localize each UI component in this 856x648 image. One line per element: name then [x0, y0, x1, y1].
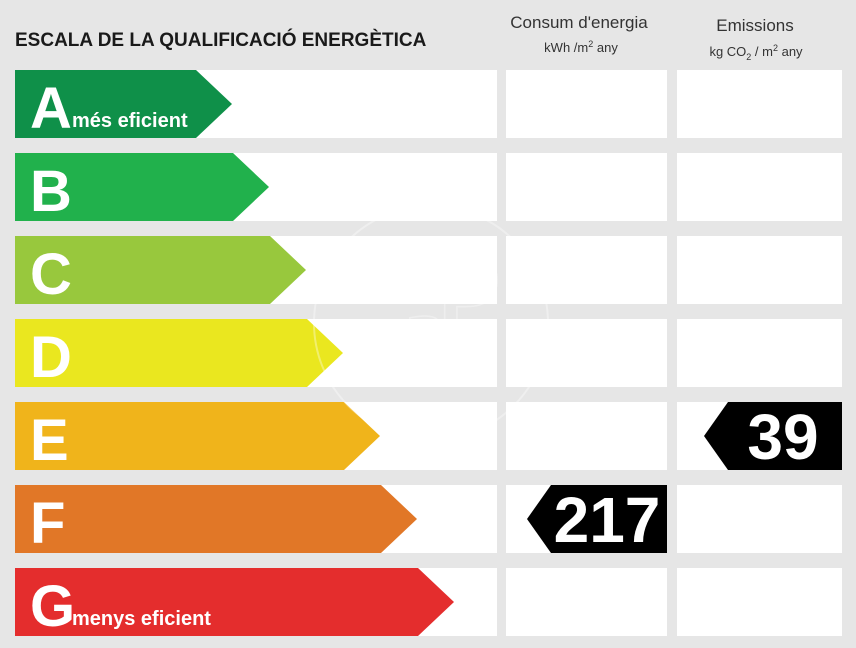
emissions-unit-prefix: kg CO [709, 44, 746, 59]
row-a-consumption-cell [506, 70, 667, 138]
rating-bar-e [15, 402, 380, 470]
row-e-consumption-cell [506, 402, 667, 470]
rating-bar-c [15, 236, 306, 304]
watermark-logo: a P [313, 205, 549, 441]
svg-text:a: a [400, 270, 449, 392]
emissions-unit-sub: 2 [746, 52, 751, 62]
row-b-emissions-cell [677, 153, 842, 221]
row-a-emissions-cell [677, 70, 842, 138]
row-g-consumption-cell [506, 568, 667, 636]
consumption-header: Consum d'energia [510, 13, 648, 32]
svg-text:P: P [430, 225, 502, 369]
emissions-value: 39 [747, 401, 818, 473]
rating-letter-e: E [30, 408, 69, 473]
consumption-value: 217 [554, 484, 661, 556]
row-f-emissions-cell [677, 485, 842, 553]
consumption-marker [527, 485, 667, 553]
emissions-unit-sup: 2 [773, 43, 778, 53]
rating-letter-a: A [30, 76, 72, 141]
emissions-header: Emissions [716, 16, 793, 35]
emissions-unit-suffix: any [778, 44, 803, 59]
rating-letter-b: B [30, 159, 72, 224]
consumption-unit-suffix: any [593, 40, 618, 55]
rating-bar-a [15, 70, 232, 138]
rating-letter-c: C [30, 242, 72, 307]
consumption-unit: kWh /m2 any [544, 39, 618, 55]
row-b-consumption-cell [506, 153, 667, 221]
rating-label-g: menys eficient [72, 608, 211, 630]
consumption-unit-base: kWh /m [544, 40, 588, 55]
chart-title: ESCALA DE LA QUALIFICACIÓ ENERGÈTICA [15, 29, 427, 51]
rating-bar-f [15, 485, 417, 553]
row-c-emissions-cell [677, 236, 842, 304]
row-d-emissions-cell [677, 319, 842, 387]
rating-bar-b [15, 153, 269, 221]
rating-label-a: més eficient [72, 110, 188, 132]
rating-letter-d: D [30, 325, 72, 390]
rating-letter-g: G [30, 574, 75, 639]
rating-bar-g [15, 568, 454, 636]
rating-letter-f: F [30, 491, 65, 556]
emissions-marker [704, 402, 842, 470]
consumption-unit-sup: 2 [588, 39, 593, 49]
rating-bar-d [15, 319, 343, 387]
emissions-unit: kg CO2 / m2 any [709, 43, 803, 62]
row-c-consumption-cell [506, 236, 667, 304]
row-g-emissions-cell [677, 568, 842, 636]
emissions-unit-mid: / m [751, 44, 773, 59]
row-d-consumption-cell [506, 319, 667, 387]
value-markers: 217 39 [527, 401, 842, 556]
